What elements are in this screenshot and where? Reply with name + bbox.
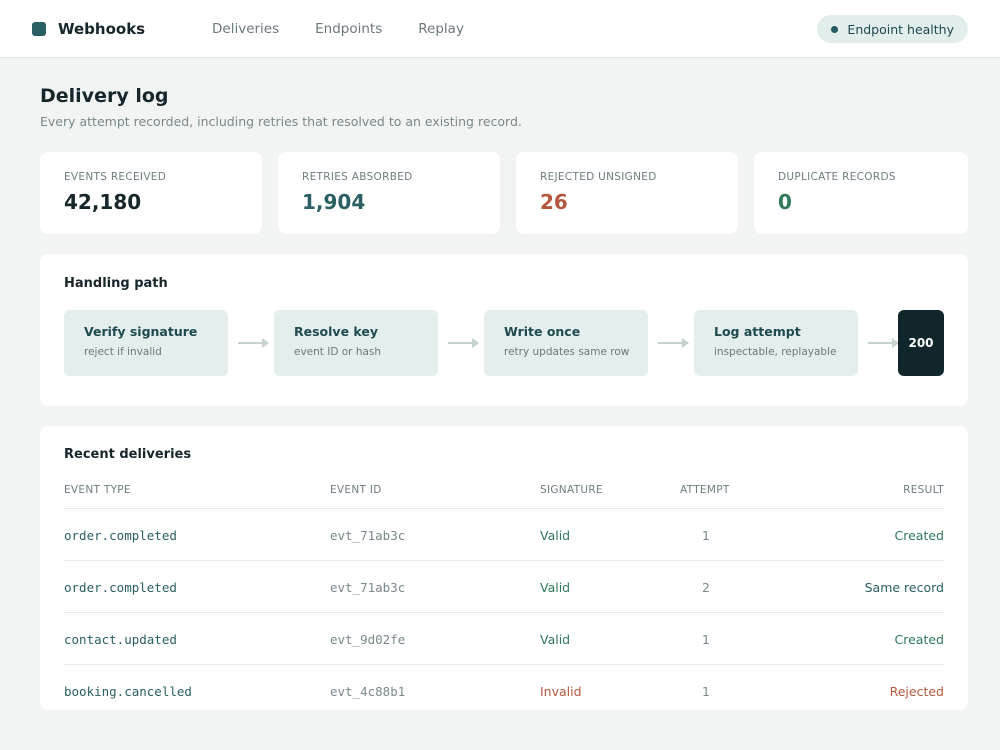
table-row[interactable]: contact.updated evt_9d02fe Valid 1 Creat… [64,612,944,664]
top-bar: Webhooks Deliveries Endpoints Replay End… [0,0,1000,58]
step-subtitle: reject if invalid [84,346,162,358]
signature-cell: Valid [540,528,571,543]
stat-events-received: EVENTS RECEIVED 42,180 [40,152,262,234]
nav-deliveries[interactable]: Deliveries [212,21,280,37]
nav-replay[interactable]: Replay [418,21,464,37]
event-type-cell: order.completed [64,528,177,543]
status-dot-icon [831,25,839,33]
page-subtitle: Every attempt recorded, including retrie… [40,114,522,129]
attempt-cell: 1 [702,684,710,699]
stats-row: EVENTS RECEIVED 42,180 RETRIES ABSORBED … [40,152,968,234]
stat-duplicate-records: DUPLICATE RECORDS 0 [754,152,968,234]
response-code-badge: 200 [898,310,944,376]
table-row[interactable]: order.completed evt_71ab3c Valid 1 Creat… [64,508,944,560]
endpoint-status-badge[interactable]: Endpoint healthy [817,15,968,43]
page-title: Delivery log [40,85,169,107]
attempt-cell: 1 [702,632,710,647]
handling-path-title: Handling path [64,276,168,291]
step-log-attempt: Log attempt inspectable, replayable [694,310,858,376]
step-subtitle: retry updates same row [504,346,630,358]
signature-cell: Valid [540,632,571,647]
step-write-once: Write once retry updates same row [484,310,648,376]
result-cell: Rejected [889,684,944,699]
arrow-right-icon [238,338,269,348]
step-verify-signature: Verify signature reject if invalid [64,310,228,376]
result-cell: Created [894,632,944,647]
handling-path-panel: Handling path Verify signature reject if… [40,254,968,406]
table-row[interactable]: booking.cancelled evt_4c88b1 Invalid 1 R… [64,664,944,710]
stat-label: EVENTS RECEIVED [64,171,167,183]
signature-cell: Invalid [540,684,582,699]
stat-value: 1,904 [302,190,366,214]
stat-value: 0 [778,190,792,214]
stat-label: REJECTED UNSIGNED [540,171,657,183]
stat-value: 42,180 [64,190,142,214]
stat-retries-absorbed: RETRIES ABSORBED 1,904 [278,152,500,234]
step-title: Log attempt [714,324,801,339]
event-type-cell: contact.updated [64,632,177,647]
event-type-cell: order.completed [64,580,177,595]
column-header-result[interactable]: RESULT [903,484,944,496]
stat-label: DUPLICATE RECORDS [778,171,896,183]
recent-deliveries-panel: Recent deliveries EVENT TYPE EVENT ID SI… [40,426,968,710]
brand-logo-icon [32,22,46,36]
step-subtitle: inspectable, replayable [714,346,837,358]
arrow-right-icon [448,338,479,348]
step-resolve-key: Resolve key event ID or hash [274,310,438,376]
attempt-cell: 1 [702,528,710,543]
column-header-event-type[interactable]: EVENT TYPE [64,484,131,496]
event-id-cell: evt_4c88b1 [330,684,406,699]
event-id-cell: evt_9d02fe [330,632,406,647]
event-id-cell: evt_71ab3c [330,580,406,595]
app-name: Webhooks [58,20,146,38]
event-type-cell: booking.cancelled [64,684,192,699]
stat-rejected-unsigned: REJECTED UNSIGNED 26 [516,152,738,234]
stat-value: 26 [540,190,568,214]
brand[interactable]: Webhooks [32,20,145,38]
column-header-event-id[interactable]: EVENT ID [330,484,382,496]
stat-label: RETRIES ABSORBED [302,171,413,183]
arrow-right-icon [868,338,899,348]
step-title: Write once [504,324,581,339]
step-title: Verify signature [84,324,198,339]
nav-endpoints[interactable]: Endpoints [315,21,383,37]
recent-deliveries-title: Recent deliveries [64,447,192,462]
attempt-cell: 2 [702,580,710,595]
event-id-cell: evt_71ab3c [330,528,406,543]
arrow-right-icon [658,338,689,348]
column-header-signature[interactable]: SIGNATURE [540,484,603,496]
column-header-attempt[interactable]: ATTEMPT [680,484,730,496]
step-title: Resolve key [294,324,378,339]
main-nav: Deliveries Endpoints Replay [212,21,500,37]
status-text: Endpoint healthy [847,21,954,37]
result-cell: Same record [864,580,944,595]
step-subtitle: event ID or hash [294,346,382,358]
table-row[interactable]: order.completed evt_71ab3c Valid 2 Same … [64,560,944,612]
signature-cell: Valid [540,580,571,595]
result-cell: Created [894,528,944,543]
